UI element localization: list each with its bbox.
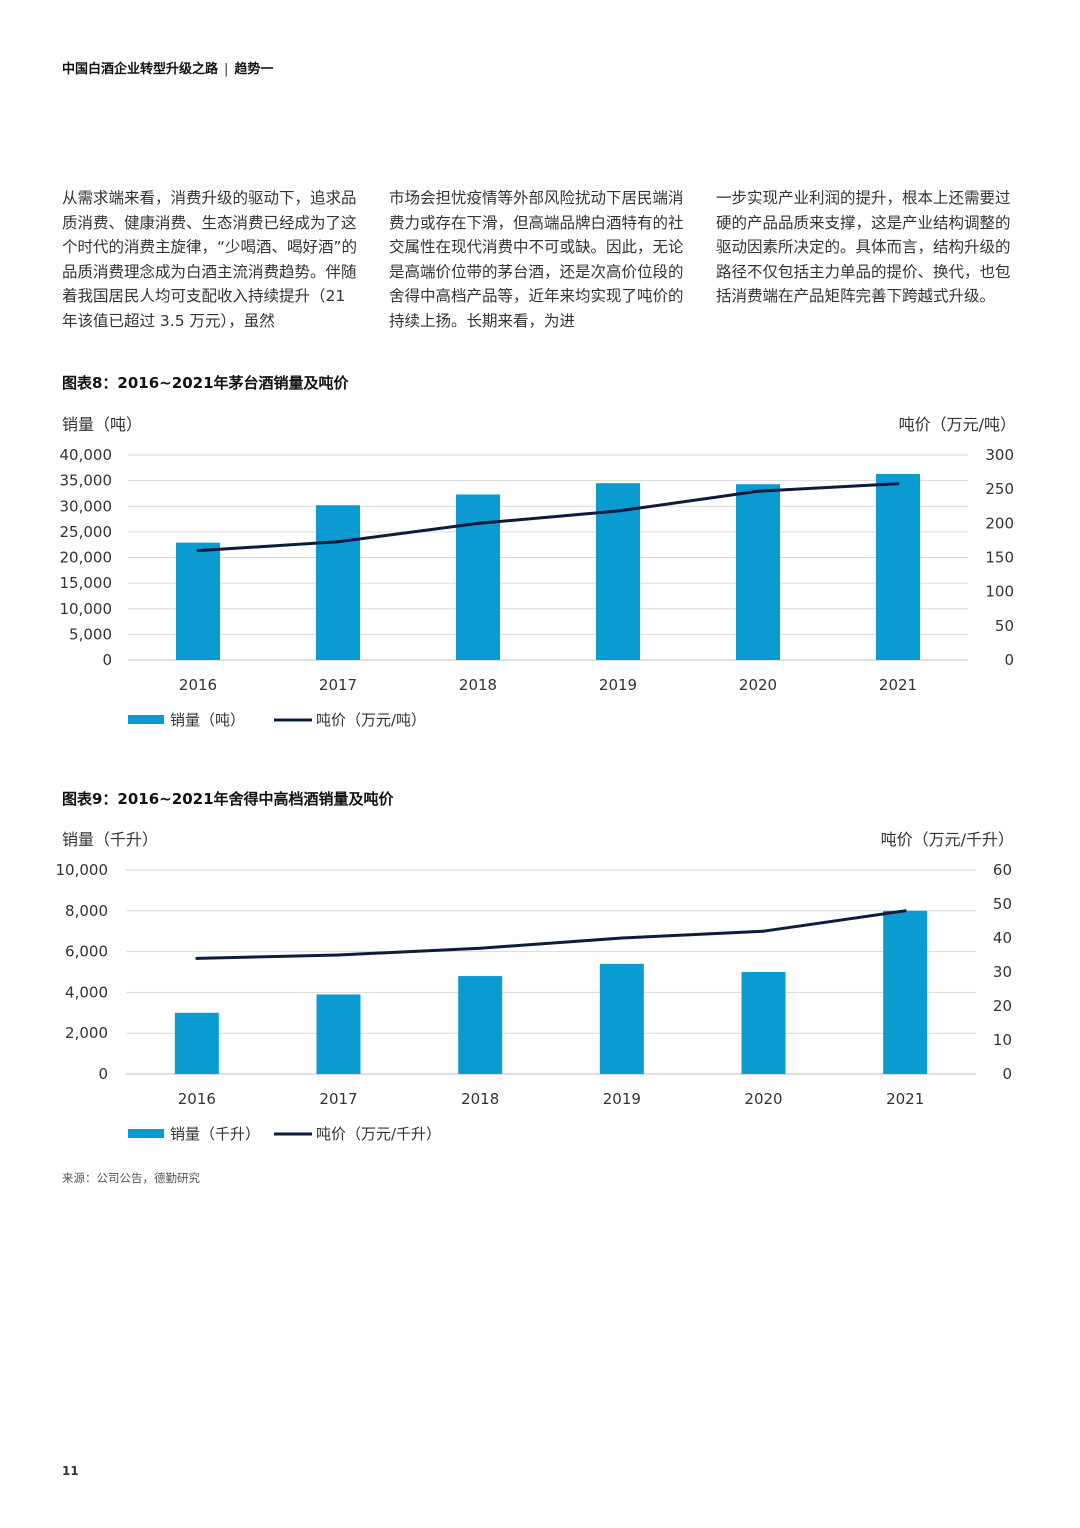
- y2-tick-label: 100: [985, 583, 1014, 601]
- bar-2019: [599, 963, 644, 1074]
- price-line: [196, 909, 906, 960]
- bar-2016: [174, 1012, 219, 1074]
- running-header: 中国白酒企业转型升级之路 | 趋势一: [62, 58, 273, 77]
- y2-tick-label: 0: [1004, 651, 1014, 669]
- legend-line-label: 吨价（万元/千升）: [316, 1125, 441, 1143]
- header-title: 中国白酒企业转型升级之路: [62, 62, 219, 77]
- x-tick-label: 2021: [886, 1090, 924, 1108]
- legend-line-label: 吨价（万元/吨）: [316, 711, 426, 729]
- y-axis-title: 销量（吨）: [62, 415, 142, 434]
- price-point-2017: [336, 540, 340, 544]
- y-tick-label: 20,000: [60, 549, 113, 567]
- y2-tick-label: 50: [995, 617, 1014, 635]
- bar-2016: [176, 542, 220, 660]
- y2-tick-label: 10: [993, 1031, 1012, 1049]
- price-point-2020: [762, 929, 765, 933]
- bar-2018: [458, 976, 503, 1074]
- y-tick-label: 0: [98, 1065, 108, 1083]
- x-tick-label: 2020: [739, 676, 777, 694]
- y-tick-label: 2,000: [65, 1024, 108, 1042]
- y2-tick-label: 250: [985, 480, 1014, 498]
- bar-2020: [741, 972, 786, 1074]
- price-point-2021: [896, 482, 900, 486]
- x-tick-label: 2021: [879, 676, 917, 694]
- legend-bar-swatch: [128, 715, 164, 724]
- y2-tick-label: 20: [993, 997, 1012, 1015]
- bar-2018: [456, 494, 500, 660]
- price-point-2016: [195, 956, 199, 960]
- source-note: 来源：公司公告，德勤研究: [62, 1171, 200, 1185]
- legend-bar-swatch: [128, 1129, 164, 1138]
- price-point-2019: [620, 936, 624, 940]
- y2-tick-label: 30: [993, 963, 1012, 981]
- legend-bar-label: 销量（吨）: [170, 711, 245, 729]
- price-point-2018: [478, 946, 482, 950]
- x-tick-label: 2018: [459, 676, 497, 694]
- y-axis-title: 销量（千升）: [62, 830, 158, 849]
- price-point-2019: [616, 509, 620, 513]
- y-tick-label: 10,000: [56, 861, 109, 879]
- price-point-2020: [756, 489, 760, 493]
- body-text-column-2: 市场会担忧疫情等外部风险扰动下居民端消费力或存在下滑，但高端品牌白酒特有的社交属…: [389, 189, 684, 330]
- body-text-column-3: 一步实现产业利润的提升，根本上还需要过硬的产品品质来支撑，这是产业结构调整的驱动…: [716, 189, 1011, 305]
- y2-tick-label: 0: [1002, 1065, 1012, 1083]
- y2-axis-title: 吨价（万元/千升）: [881, 830, 1014, 849]
- y-tick-label: 40,000: [60, 446, 113, 464]
- y-tick-label: 25,000: [60, 523, 113, 541]
- y2-tick-label: 300: [985, 446, 1014, 464]
- x-tick-label: 2017: [319, 1090, 357, 1108]
- y-tick-label: 6,000: [65, 943, 108, 961]
- bar-2020: [736, 484, 780, 660]
- y2-tick-label: 150: [985, 549, 1014, 567]
- y2-tick-label: 50: [993, 895, 1012, 913]
- x-tick-label: 2019: [603, 1090, 641, 1108]
- body-text-column-1: 从需求端来看，消费升级的驱动下，追求品质消费、健康消费、生态消费已经成为了这个时…: [62, 189, 358, 330]
- price-point-2018: [476, 521, 480, 525]
- price-point-2021: [903, 909, 907, 913]
- price-point-2017: [337, 953, 340, 957]
- y-tick-label: 8,000: [65, 902, 108, 920]
- x-tick-label: 2017: [319, 676, 357, 694]
- chart8-title: 图表8：2016~2021年茅台酒销量及吨价: [62, 374, 349, 392]
- x-tick-label: 2019: [599, 676, 637, 694]
- y-tick-label: 10,000: [60, 600, 113, 618]
- bar-2017: [316, 994, 361, 1074]
- price-point-2016: [196, 549, 200, 553]
- y-tick-label: 15,000: [60, 574, 113, 592]
- y2-tick-label: 60: [993, 861, 1012, 879]
- legend-bar-label: 销量（千升）: [170, 1125, 260, 1143]
- x-tick-label: 2020: [744, 1090, 782, 1108]
- y-tick-label: 5,000: [69, 625, 112, 643]
- price-line: [197, 482, 899, 553]
- page-number: 11: [62, 1464, 79, 1478]
- bar-2021: [876, 473, 920, 660]
- header-separator: |: [224, 62, 229, 77]
- x-tick-label: 2018: [461, 1090, 499, 1108]
- y2-tick-label: 40: [993, 929, 1012, 947]
- chart9-shede-sales-price: 销量（千升） 吨价（万元/千升） 0 2,000 4,000 6,000 8,000 10,0…: [56, 830, 1015, 1143]
- y-tick-label: 30,000: [60, 497, 113, 515]
- x-tick-label: 2016: [179, 676, 217, 694]
- bar-2021: [883, 910, 928, 1074]
- x-tick-label: 2016: [178, 1090, 216, 1108]
- y-tick-label: 0: [102, 651, 112, 669]
- y2-tick-label: 200: [985, 514, 1014, 532]
- y-tick-label: 4,000: [65, 983, 108, 1001]
- chart8-moutai-sales-price: 销量（吨） 吨价（万元/吨） 0 5,000 10,000 15,000 20,000 25,…: [60, 415, 1017, 729]
- bar-2017: [316, 505, 360, 660]
- y-tick-label: 35,000: [60, 472, 113, 490]
- chart9-title: 图表9：2016~2021年舍得中高档酒销量及吨价: [62, 790, 394, 808]
- header-section: 趋势一: [234, 62, 274, 77]
- y2-axis-title: 吨价（万元/吨）: [899, 415, 1016, 434]
